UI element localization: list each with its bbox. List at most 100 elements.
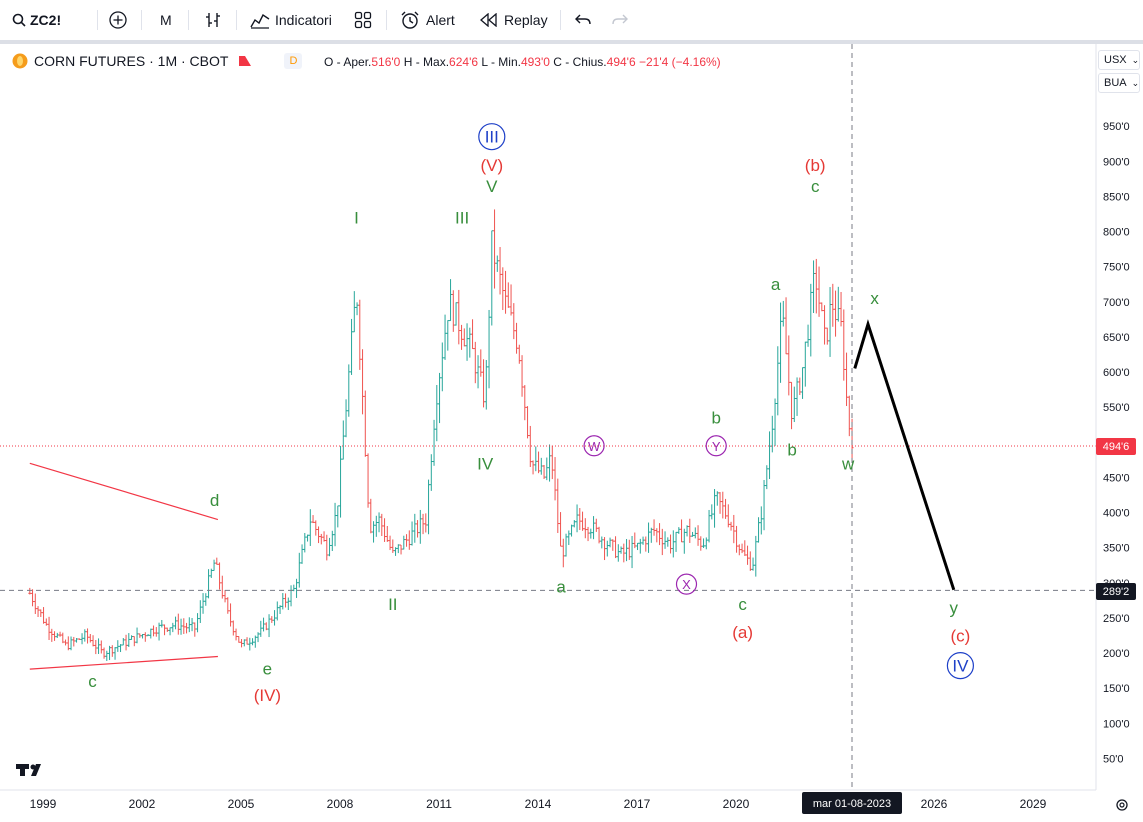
- rewind-icon: [480, 13, 497, 27]
- wave-label: e: [263, 659, 272, 678]
- low-value: 493'0: [520, 55, 550, 69]
- symbol-label: ZC2!: [30, 12, 62, 28]
- unit-button[interactable]: BUA ⌄: [1098, 73, 1140, 93]
- price-tick-label: 950'0: [1103, 121, 1130, 133]
- crosshair-price-tag: 289'2: [1096, 583, 1136, 600]
- unit-label: BUA: [1104, 77, 1127, 89]
- projection-path: [853, 319, 956, 591]
- price-tick-label: 400'0: [1103, 508, 1130, 520]
- interval-button[interactable]: M: [160, 0, 172, 40]
- divider: [141, 10, 142, 30]
- wave-label: c: [811, 177, 820, 196]
- toolbar-divider-strip: [0, 40, 1143, 44]
- wave-label: b: [711, 409, 720, 428]
- corn-logo-icon: [12, 53, 28, 69]
- indicators-icon: [250, 13, 270, 29]
- divider: [236, 10, 237, 30]
- price-chart[interactable]: cde(IV)IIIIIIIVV(V)IIIaWXbYc(a)bac(b)wxy…: [0, 44, 1143, 822]
- close-label: C - Chius.: [553, 55, 607, 69]
- price-tick-label: 50'0: [1103, 753, 1123, 765]
- delayed-badge[interactable]: D: [284, 53, 303, 69]
- wave-label: d: [210, 491, 219, 510]
- settings-icon[interactable]: [1116, 799, 1128, 811]
- plus-circle-icon: [109, 11, 127, 29]
- last-price-label: 494'6: [1103, 441, 1130, 453]
- wave-circle-marker: [675, 573, 698, 595]
- time-tick-label: 1999: [30, 797, 57, 811]
- trendline: [29, 462, 219, 521]
- price-tick-label: 800'0: [1103, 227, 1130, 239]
- replay-label: Replay: [504, 12, 548, 28]
- price-tick-label: 200'0: [1103, 648, 1130, 660]
- open-label: O - Aper.: [324, 55, 372, 69]
- price-tick-label: 900'0: [1103, 156, 1130, 168]
- divider: [386, 10, 387, 30]
- wave-circle-marker: [705, 435, 727, 457]
- indicators-label: Indicatori: [275, 12, 332, 28]
- time-tick-label: 2005: [228, 797, 255, 811]
- wave-annotations: cde(IV)IIIIIIIVV(V)IIIaWXbYc(a)bac(b)wxy…: [88, 123, 975, 705]
- low-label: L - Min.: [481, 55, 521, 69]
- interval-label: M: [160, 12, 172, 28]
- price-tick-label: 550'0: [1103, 402, 1130, 414]
- price-tick-label: 100'0: [1103, 718, 1130, 730]
- price-tick-label: 350'0: [1103, 543, 1130, 555]
- divider: [97, 10, 98, 30]
- wave-label: III: [485, 128, 499, 147]
- open-value: 516'0: [371, 55, 401, 69]
- alarm-clock-icon: [401, 11, 419, 29]
- trendline: [29, 655, 218, 670]
- wave-label: X: [682, 577, 691, 592]
- alert-button[interactable]: Alert: [400, 0, 455, 40]
- wave-label: II: [388, 595, 397, 614]
- wave-label: c: [738, 595, 747, 614]
- price-tick-label: 600'0: [1103, 367, 1130, 379]
- wave-label: (c): [950, 626, 970, 645]
- change-value: −21'4 (−4.16%): [638, 55, 721, 69]
- wave-label: V: [486, 177, 498, 196]
- chart-type-button[interactable]: [204, 0, 222, 40]
- grid-layout-icon: [354, 11, 372, 29]
- chart-legend: CORN FUTURES · 1M · CBOT D: [12, 51, 303, 71]
- crosshair-time-tag: mar 01-08-2023: [802, 792, 902, 814]
- wave-label: (a): [732, 623, 753, 642]
- trendlines: [29, 462, 219, 670]
- symbol-search[interactable]: ZC2!: [12, 0, 61, 40]
- redo-button[interactable]: [612, 0, 628, 40]
- wave-label: W: [588, 439, 601, 454]
- time-tick-label: 2014: [525, 797, 552, 811]
- compare-button[interactable]: [108, 0, 128, 40]
- replay-button[interactable]: Replay: [480, 0, 548, 40]
- wave-label: (b): [805, 156, 826, 175]
- undo-icon: [575, 14, 591, 25]
- indicators-button[interactable]: Indicatori: [250, 0, 332, 40]
- wave-label: a: [556, 577, 566, 596]
- currency-label: USX: [1104, 54, 1127, 66]
- currency-button[interactable]: USX ⌄: [1098, 50, 1140, 70]
- wave-label: b: [787, 440, 796, 459]
- wave-label: c: [88, 672, 97, 691]
- wave-label: y: [950, 598, 959, 617]
- time-tick-label: 2002: [129, 797, 156, 811]
- tradingview-logo: [16, 764, 41, 776]
- wave-label: a: [771, 275, 781, 294]
- time-tick-label: 2020: [723, 797, 750, 811]
- divider: [560, 10, 561, 30]
- flag-icon: [239, 56, 252, 66]
- wave-circle-marker: [478, 123, 506, 151]
- candles: [28, 209, 854, 661]
- layouts-button[interactable]: [354, 0, 372, 40]
- last-price-tag: 494'6: [1096, 438, 1136, 455]
- bar-chart-type-icon: [206, 13, 220, 27]
- crosshair-time-label: mar 01-08-2023: [813, 798, 891, 810]
- wave-label: (V): [480, 156, 503, 175]
- search-icon: [12, 13, 26, 27]
- divider: [188, 10, 189, 30]
- wave-label: Y: [712, 439, 721, 454]
- time-tick-label: 2011: [426, 797, 452, 811]
- wave-circle-marker: [583, 435, 605, 457]
- undo-button[interactable]: [575, 0, 591, 40]
- wave-label: IV: [477, 454, 494, 473]
- wave-label: III: [455, 208, 469, 227]
- price-tick-label: 150'0: [1103, 683, 1130, 695]
